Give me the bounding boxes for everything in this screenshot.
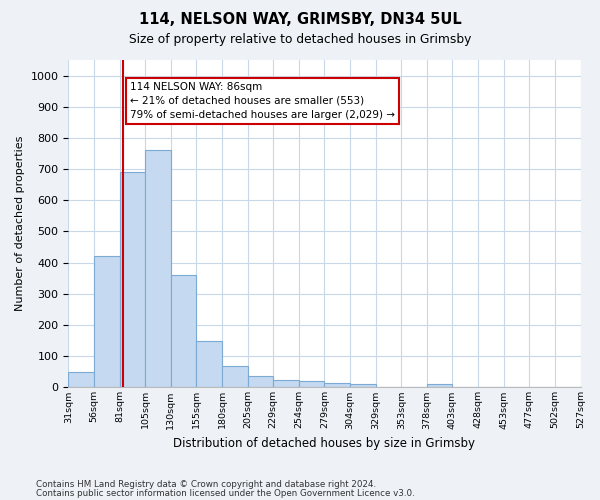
Text: 114, NELSON WAY, GRIMSBY, DN34 5UL: 114, NELSON WAY, GRIMSBY, DN34 5UL (139, 12, 461, 28)
Bar (94, 256, 119, 388)
Y-axis label: Number of detached properties: Number of detached properties (15, 136, 25, 312)
X-axis label: Distribution of detached houses by size in Grimsby: Distribution of detached houses by size … (173, 437, 475, 450)
Text: Contains HM Land Registry data © Crown copyright and database right 2024.: Contains HM Land Registry data © Crown c… (36, 480, 376, 489)
Bar (171, 275, 196, 388)
Text: Size of property relative to detached houses in Grimsby: Size of property relative to detached ho… (129, 32, 471, 46)
Text: Contains public sector information licensed under the Open Government Licence v3: Contains public sector information licen… (36, 488, 415, 498)
Bar (145, 150, 171, 388)
Bar (196, 340, 222, 388)
Bar (325, 382, 350, 388)
Bar (119, 172, 145, 388)
Bar (68, 372, 94, 388)
Bar (273, 380, 299, 388)
Bar (248, 376, 273, 388)
Bar (427, 384, 452, 388)
Text: 114 NELSON WAY: 86sqm
← 21% of detached houses are smaller (553)
79% of semi-det: 114 NELSON WAY: 86sqm ← 21% of detached … (130, 82, 395, 120)
Bar (299, 381, 325, 388)
Bar (350, 384, 376, 388)
Bar (222, 366, 248, 388)
